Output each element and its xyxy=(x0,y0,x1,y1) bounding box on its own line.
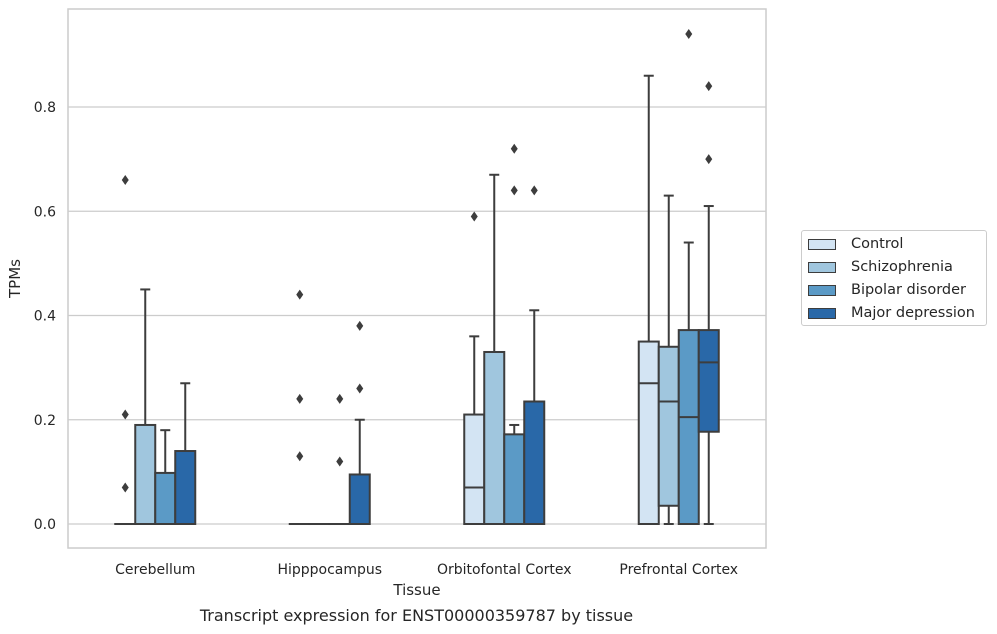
outlier-prefrontal-cortex-major-depression-1 xyxy=(705,154,713,165)
box-prefrontal-cortex-major-depression xyxy=(697,329,720,433)
outlier-cerebellum-control-2 xyxy=(121,482,129,493)
y-tick-label: 0.0 xyxy=(34,517,56,533)
y-tick-label: 0.4 xyxy=(34,309,56,325)
outlier-hipppocampus-major-depression-0 xyxy=(356,320,364,331)
legend-label-schizophrenia: Schizophrenia xyxy=(851,259,953,275)
outlier-hipppocampus-bipolar-disorder-0 xyxy=(336,393,344,404)
x-tick-label-prefrontal-cortex: Prefrontal Cortex xyxy=(619,562,738,578)
outlier-hipppocampus-control-2 xyxy=(296,451,304,462)
legend-swatch-control xyxy=(808,238,836,250)
legend-item-major-depression: Major depression xyxy=(808,303,975,323)
box-cerebellum-schizophrenia xyxy=(134,423,157,525)
outlier-orbitofontal-cortex-bipolar-disorder-0 xyxy=(510,143,518,154)
x-tick-label-cerebellum: Cerebellum xyxy=(115,562,195,578)
outlier-cerebellum-control-0 xyxy=(121,174,129,185)
box-orbitofontal-cortex-bipolar-disorder xyxy=(503,433,526,525)
plot-frame xyxy=(67,8,767,549)
legend-label-major-depression: Major depression xyxy=(851,305,975,321)
legend-label-control: Control xyxy=(851,236,904,252)
box-cerebellum-bipolar-disorder xyxy=(154,471,177,526)
box-orbitofontal-cortex-control xyxy=(463,413,486,526)
outlier-prefrontal-cortex-bipolar-disorder-0 xyxy=(685,29,693,40)
legend-item-schizophrenia: Schizophrenia xyxy=(808,257,953,277)
outlier-hipppocampus-control-0 xyxy=(296,289,304,300)
outlier-hipppocampus-major-depression-1 xyxy=(356,383,364,394)
box-prefrontal-cortex-control xyxy=(637,340,660,525)
outlier-hipppocampus-bipolar-disorder-1 xyxy=(336,456,344,467)
box-hipppocampus-major-depression xyxy=(348,473,371,526)
outlier-orbitofontal-cortex-control-0 xyxy=(470,211,478,222)
y-tick-label: 0.2 xyxy=(34,413,56,429)
x-axis-label: Tissue xyxy=(392,581,440,599)
y-axis-label: TPMs xyxy=(6,259,24,299)
outlier-hipppocampus-control-1 xyxy=(296,393,304,404)
x-tick-label-orbitofontal-cortex: Orbitofontal Cortex xyxy=(437,562,572,578)
legend-swatch-bipolar-disorder xyxy=(808,284,836,296)
box-orbitofontal-cortex-major-depression xyxy=(523,400,546,526)
legend-item-control: Control xyxy=(808,234,903,254)
legend-item-bipolar-disorder: Bipolar disorder xyxy=(808,280,966,300)
box-cerebellum-major-depression xyxy=(174,450,197,525)
x-tick-label-hipppocampus: Hipppocampus xyxy=(277,562,382,578)
legend-swatch-major-depression xyxy=(808,307,836,319)
box-prefrontal-cortex-schizophrenia xyxy=(657,345,680,507)
box-prefrontal-cortex-bipolar-disorder xyxy=(677,329,700,525)
outlier-prefrontal-cortex-major-depression-0 xyxy=(705,81,713,92)
outlier-orbitofontal-cortex-bipolar-disorder-1 xyxy=(510,185,518,196)
chart-legend: Control Schizophrenia Bipolar disorder M… xyxy=(801,230,987,326)
outlier-cerebellum-control-1 xyxy=(121,409,129,420)
legend-swatch-schizophrenia xyxy=(808,261,836,273)
legend-label-bipolar-disorder: Bipolar disorder xyxy=(851,282,966,298)
outlier-orbitofontal-cortex-major-depression-0 xyxy=(530,185,538,196)
box-orbitofontal-cortex-schizophrenia xyxy=(483,350,506,525)
chart-caption: Transcript expression for ENST0000035978… xyxy=(199,606,634,625)
y-tick-label: 0.6 xyxy=(34,204,56,220)
y-tick-label: 0.8 xyxy=(34,100,56,116)
